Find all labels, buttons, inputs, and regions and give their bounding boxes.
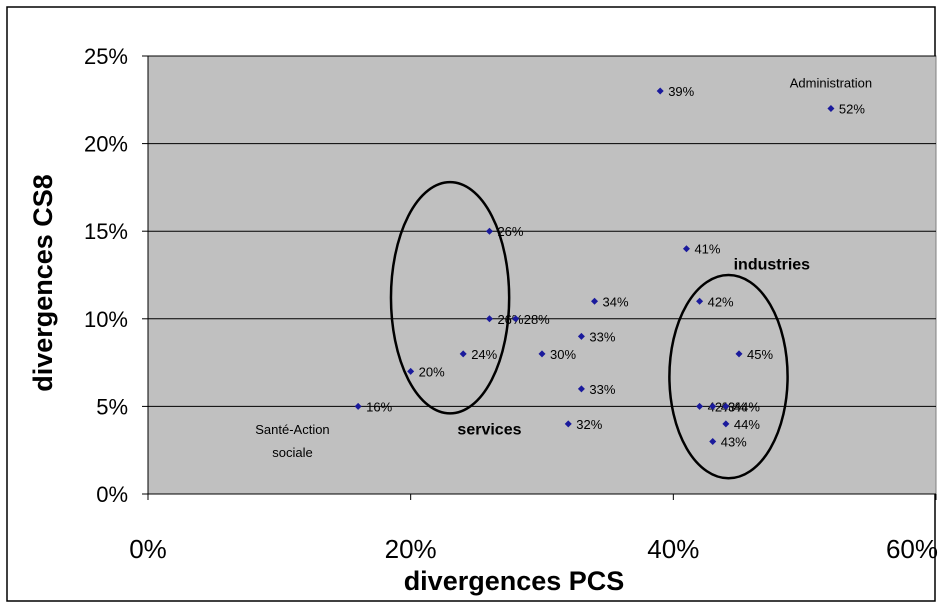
y-tick-label: 25%	[84, 44, 128, 69]
data-point	[722, 420, 730, 428]
x-tick-label: 0%	[129, 534, 167, 564]
y-tick-label: 0%	[96, 482, 128, 507]
data-point	[709, 402, 717, 410]
data-label: 34%	[603, 294, 629, 309]
annotation: sociale	[272, 445, 312, 460]
data-point	[577, 385, 585, 393]
data-label: 33%	[589, 329, 615, 344]
data-point	[538, 350, 546, 358]
data-point	[591, 297, 599, 305]
data-point	[485, 227, 493, 235]
annotation: Administration	[790, 75, 872, 90]
data-point	[354, 402, 362, 410]
data-point	[722, 402, 730, 410]
group-ellipses: services industries	[389, 180, 811, 480]
y-tick-label: 5%	[96, 394, 128, 419]
y-axis-title: divergences CS8	[28, 174, 58, 392]
gridlines	[142, 55, 937, 500]
y-tick-label: 15%	[84, 219, 128, 244]
tick-labels: 0% 5% 10% 15% 20% 25% 0% 20% 40% 60%	[84, 44, 938, 564]
y-tick-label: 10%	[84, 307, 128, 332]
data-label: 44%	[734, 417, 760, 432]
data-label: 44%	[734, 399, 760, 414]
data-label: 32%	[576, 417, 602, 432]
data-point	[735, 350, 743, 358]
data-label: 33%	[589, 382, 615, 397]
data-label: 43%	[721, 434, 747, 449]
data-label: 28%	[524, 312, 550, 327]
data-point	[709, 437, 717, 445]
data-point	[827, 105, 835, 113]
data-label: 42%	[708, 294, 734, 309]
data-point	[407, 367, 415, 375]
group-ellipse	[389, 180, 511, 415]
data-point	[696, 402, 704, 410]
data-label: 42%	[708, 399, 734, 414]
group-label: services	[457, 421, 521, 438]
data-label: 41%	[694, 242, 720, 257]
data-point	[459, 350, 467, 358]
data-label: 39%	[668, 84, 694, 99]
data-point	[485, 315, 493, 323]
group-label: industries	[734, 257, 811, 274]
data-label: 45%	[747, 347, 773, 362]
data-label: 20%	[419, 364, 445, 379]
data-label: 24%	[471, 347, 497, 362]
x-axis-title: divergences PCS	[404, 566, 625, 596]
data-point	[696, 297, 704, 305]
plot-area	[147, 55, 937, 495]
annotation: Santé-Action	[255, 422, 329, 437]
data-label: 26%	[497, 312, 523, 327]
x-tick-label: 60%	[886, 534, 938, 564]
y-tick-label: 20%	[84, 132, 128, 157]
x-tick-label: 20%	[385, 534, 437, 564]
data-point	[564, 420, 572, 428]
data-label: 16%	[366, 399, 392, 414]
annotations: Administration Santé-Action sociale	[255, 75, 872, 460]
data-label: 26%	[497, 224, 523, 239]
data-point	[512, 315, 520, 323]
data-label: 52%	[839, 102, 865, 117]
data-label: 30%	[550, 347, 576, 362]
data-point	[656, 87, 664, 95]
x-tick-label: 40%	[647, 534, 699, 564]
data-label: 43%	[721, 399, 747, 414]
data-points: 16%20%24%26%26% 28%30%32%33%33%34%39%41%4…	[354, 84, 865, 449]
data-point	[577, 332, 585, 340]
data-point	[682, 245, 690, 253]
group-ellipse	[668, 273, 789, 480]
